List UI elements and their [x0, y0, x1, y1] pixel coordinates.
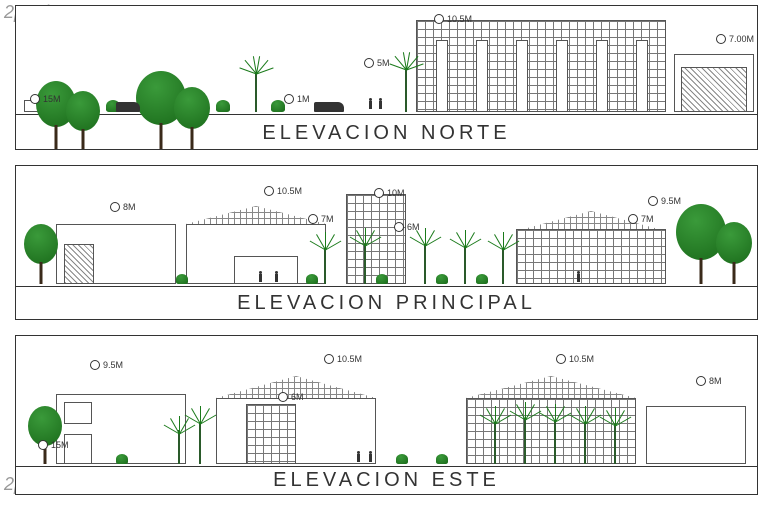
dim-label: 9.5M	[648, 196, 681, 206]
window	[64, 402, 92, 424]
este-far-building	[646, 406, 746, 464]
palm	[456, 230, 474, 284]
dim-label: 7M	[628, 214, 654, 224]
person	[378, 98, 383, 112]
dim-label: 10M	[374, 188, 405, 198]
dim-label: 1M	[284, 94, 310, 104]
dim-label: 9.5M	[90, 360, 123, 370]
dim-label: 5M	[364, 58, 390, 68]
palm	[171, 416, 187, 464]
dim-label: 8M	[696, 376, 722, 386]
dim-label: 15M	[38, 440, 69, 450]
glass-panel	[246, 404, 296, 464]
person	[258, 271, 263, 284]
pillar	[556, 40, 568, 112]
north-right-hatch	[681, 67, 747, 112]
dim-label: 7M	[308, 214, 334, 224]
shrub	[116, 454, 128, 464]
prin-right-building	[516, 229, 666, 284]
pillar	[636, 40, 648, 112]
panel-title-principal: ELEVACION PRINCIPAL	[237, 292, 536, 315]
shrub	[271, 100, 285, 112]
person	[356, 451, 361, 464]
shrub	[436, 454, 448, 464]
north-main-building	[416, 20, 666, 112]
tree	[174, 87, 210, 149]
dim-label: 10.5M	[324, 354, 362, 364]
palm	[516, 402, 534, 464]
person	[274, 271, 279, 284]
pillar	[516, 40, 528, 112]
palm	[546, 404, 564, 464]
panel-title-este: ELEVACION ESTE	[273, 469, 500, 492]
shrub	[396, 454, 408, 464]
pillar	[476, 40, 488, 112]
door	[64, 244, 94, 284]
person	[576, 271, 581, 284]
pillar	[596, 40, 608, 112]
ground-line	[16, 466, 757, 467]
tree	[28, 406, 62, 464]
pavilion	[234, 256, 298, 284]
car	[116, 102, 140, 112]
palm	[356, 228, 374, 284]
palm	[486, 406, 504, 464]
palm	[246, 56, 266, 112]
palm	[416, 228, 434, 284]
dim-label: 6M	[278, 392, 304, 402]
palm	[316, 232, 334, 284]
dim-label: 7.00M	[716, 34, 754, 44]
palm	[396, 52, 416, 112]
palm	[576, 406, 594, 464]
dim-label: 8M	[110, 202, 136, 212]
shrub	[476, 274, 488, 284]
dim-label: 10.5M	[556, 354, 594, 364]
panel-title-north: ELEVACION NORTE	[262, 122, 510, 145]
dim-label: 10.5M	[434, 14, 472, 24]
shrub	[306, 274, 318, 284]
roof-truss	[466, 376, 636, 398]
panel-este: 9.5M 10.5M 6M 10.5M 8M 15M ELEVACION EST…	[15, 335, 758, 495]
pillar	[436, 40, 448, 112]
roof-truss	[186, 206, 326, 224]
person	[368, 451, 373, 464]
tree	[716, 222, 752, 284]
shrub	[376, 274, 388, 284]
person	[368, 98, 373, 112]
panel-principal: 10.5M 10M 8M 7M 6M 9.5M 7M ELEVACION PRI…	[15, 165, 758, 320]
shrub	[436, 274, 448, 284]
dim-label: 10.5M	[264, 186, 302, 196]
shrub	[216, 100, 230, 112]
ground-line	[16, 114, 757, 115]
tree	[66, 91, 100, 149]
palm	[494, 232, 512, 284]
dim-label: 15M	[30, 94, 61, 104]
shrub	[176, 274, 188, 284]
palm	[606, 408, 624, 464]
car	[314, 102, 344, 112]
tree	[24, 224, 58, 284]
este-center-building	[216, 398, 376, 464]
ground-line	[16, 286, 757, 287]
panel-north: 10.5M 7.00M 5M 1M 15M ELEVACION NORTE	[15, 5, 758, 150]
palm	[191, 406, 209, 464]
dim-label: 6M	[394, 222, 420, 232]
